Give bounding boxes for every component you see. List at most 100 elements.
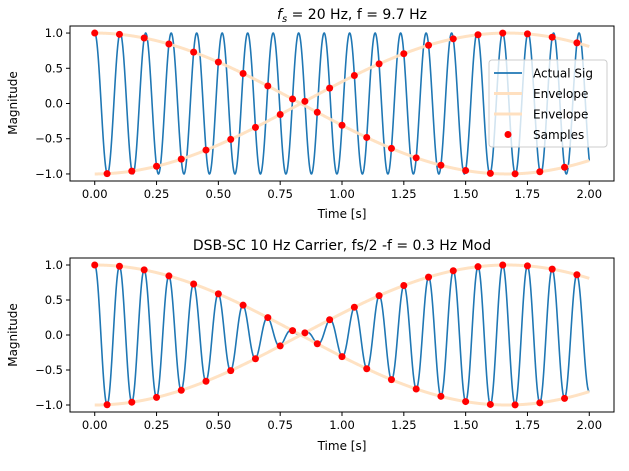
sample-point: [425, 41, 433, 49]
x-tick-label: 1.50: [453, 418, 479, 432]
sample-point: [165, 40, 173, 48]
x-tick-label: 1.50: [453, 187, 479, 201]
sample-point: [449, 267, 457, 275]
x-tick-label: 0.00: [82, 418, 108, 432]
sample-point: [363, 365, 371, 373]
y-tick-label: 0.5: [45, 61, 63, 75]
sample-point: [412, 154, 420, 162]
sample-point: [128, 398, 136, 406]
legend: Actual Sig Envelope Envelope Samples: [488, 59, 608, 148]
y-tick-label: −0.5: [35, 363, 63, 377]
sample-point: [350, 303, 358, 311]
sample-point: [375, 60, 383, 68]
sample-point: [313, 340, 321, 348]
bottom-y-axis-label: Magnitude: [6, 303, 20, 367]
top-chart: fs = 20 Hz, f = 9.7 Hz Time [s] Magnitud…: [6, 7, 615, 221]
sample-point: [548, 265, 556, 273]
sample-point: [462, 167, 470, 175]
sample-point: [425, 273, 433, 281]
x-tick-label: 0.50: [206, 418, 232, 432]
y-tick-label: −1.0: [35, 167, 63, 181]
y-tick-label: 0.0: [45, 97, 63, 111]
sample-point: [202, 146, 210, 154]
bottom-x-axis-label: Time [s]: [317, 439, 367, 453]
sample-point: [103, 401, 111, 409]
sample-point: [449, 35, 457, 43]
sample-point: [548, 33, 556, 41]
sample-point: [289, 95, 297, 103]
sample-point: [437, 161, 445, 169]
legend-label: Envelope: [533, 108, 588, 122]
sample-point: [190, 48, 198, 56]
sample-point: [338, 121, 346, 129]
sample-point: [486, 400, 494, 408]
x-tick-label: 0.25: [144, 187, 170, 201]
sample-point: [140, 34, 148, 42]
sample-point: [202, 377, 210, 385]
sample-point: [536, 168, 544, 176]
sample-point: [153, 393, 161, 401]
sample-point: [474, 263, 482, 271]
sample-point: [239, 301, 247, 309]
top-x-axis-label: Time [s]: [317, 207, 367, 221]
sample-point: [289, 327, 297, 335]
sample-point: [561, 163, 569, 171]
sample-point: [462, 398, 470, 406]
sample-point: [313, 108, 321, 116]
sample-point: [338, 353, 346, 361]
sample-point: [523, 30, 531, 38]
sample-point: [115, 30, 123, 38]
sample-point: [91, 29, 99, 37]
y-tick-label: 0.5: [45, 293, 63, 307]
x-tick-label: 1.00: [329, 187, 355, 201]
sample-point: [536, 399, 544, 407]
sample-point: [363, 133, 371, 141]
axes-frame: [69, 257, 615, 413]
sample-point: [251, 123, 259, 131]
sample-point: [153, 162, 161, 170]
sample-point: [276, 110, 284, 118]
sample-point: [499, 261, 507, 269]
signal-line: [94, 264, 590, 406]
y-tick-label: −1.0: [35, 398, 63, 412]
sample-point: [573, 271, 581, 279]
sample-point: [103, 170, 111, 178]
legend-label: Actual Sig: [533, 67, 593, 81]
x-tick-label: 2.00: [576, 187, 602, 201]
sample-point: [140, 266, 148, 274]
sample-point: [276, 342, 284, 350]
envelope-upper-line: [94, 263, 590, 407]
legend-marker: [504, 131, 512, 138]
x-tick-label: 1.00: [329, 418, 355, 432]
sample-point: [387, 376, 395, 384]
x-tick-label: 0.50: [206, 187, 232, 201]
sample-point: [115, 262, 123, 270]
sample-point: [511, 170, 519, 178]
sample-point: [375, 292, 383, 300]
legend-label: Envelope: [533, 87, 588, 101]
sample-point: [437, 392, 445, 400]
sample-point: [177, 155, 185, 163]
y-tick-label: 1.0: [45, 26, 63, 40]
top-y-axis-label: Magnitude: [6, 71, 20, 135]
sample-point: [474, 31, 482, 39]
sample-point: [486, 169, 494, 177]
sample-point: [214, 290, 222, 298]
sample-point: [412, 385, 420, 393]
x-tick-label: 0.75: [267, 187, 293, 201]
y-tick-label: 1.0: [45, 258, 63, 272]
sample-point: [264, 314, 272, 322]
bottom-chart: DSB-SC 10 Hz Carrier, fs/2 -f = 0.3 Hz M…: [6, 238, 615, 453]
envelope-lower-line: [94, 263, 590, 407]
x-tick-label: 1.75: [515, 187, 541, 201]
sample-point: [573, 39, 581, 47]
sample-point: [214, 58, 222, 66]
top-chart-title: fs = 20 Hz, f = 9.7 Hz: [277, 7, 427, 25]
sample-point: [227, 135, 235, 143]
sample-point: [499, 29, 507, 37]
sample-point: [400, 50, 408, 58]
x-tick-label: 0.75: [267, 418, 293, 432]
sample-point: [239, 69, 247, 77]
x-tick-label: 2.00: [576, 418, 602, 432]
